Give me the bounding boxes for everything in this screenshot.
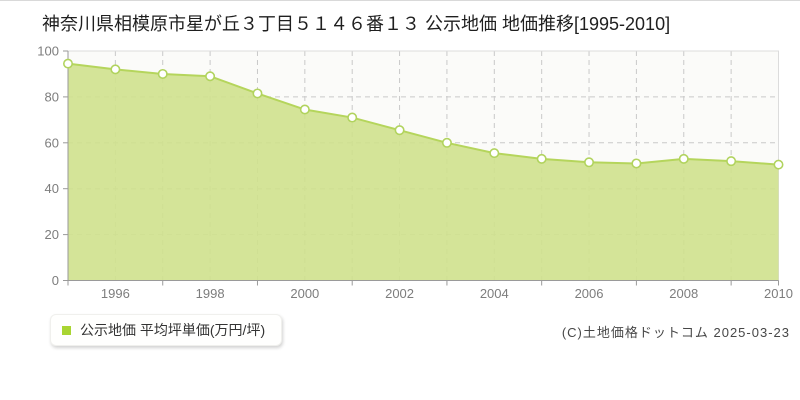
page-title: 神奈川県相模原市星が丘３丁目５１４６番１３ 公示地価 地価推移[1995-201…	[42, 14, 671, 34]
area-fill	[68, 63, 779, 281]
data-point	[773, 159, 784, 170]
trend-line	[67, 62, 779, 166]
data-point	[62, 58, 73, 69]
data-point	[678, 153, 689, 164]
copyright-text: (C)土地価格ドットコム 2025-03-23	[561, 325, 790, 340]
data-point	[631, 158, 642, 169]
x-axis-label: 2006	[575, 286, 604, 301]
data-point	[584, 157, 595, 168]
x-axis-label: 2002	[385, 286, 414, 301]
data-point	[394, 125, 405, 136]
data-point	[489, 148, 500, 159]
top-divider	[0, 0, 800, 1]
data-point	[441, 137, 452, 148]
x-axis-label: 2008	[669, 286, 698, 301]
data-point	[252, 88, 263, 99]
y-axis-label: 0	[52, 273, 59, 288]
x-axis-label: 2000	[290, 286, 319, 301]
data-point	[726, 156, 737, 167]
x-axis-label: 2010	[764, 286, 793, 301]
y-axis-label: 60	[45, 135, 59, 150]
legend-marker-icon	[62, 326, 71, 335]
data-point	[110, 64, 121, 75]
y-axis-label: 20	[45, 227, 59, 242]
x-axis-label: 1998	[196, 286, 225, 301]
data-point	[347, 112, 358, 123]
data-point	[299, 104, 310, 115]
legend: 公示地価 平均坪単価(万円/坪)	[50, 314, 283, 346]
legend-label: 公示地価 平均坪単価(万円/坪)	[80, 322, 266, 338]
x-axis-label: 1996	[101, 286, 130, 301]
data-point	[536, 153, 547, 164]
y-axis-label: 80	[45, 89, 59, 104]
y-axis-label: 100	[37, 44, 59, 59]
y-axis-label: 40	[45, 181, 59, 196]
x-axis-label: 2004	[480, 286, 509, 301]
data-point	[157, 68, 168, 79]
data-point	[205, 71, 216, 82]
